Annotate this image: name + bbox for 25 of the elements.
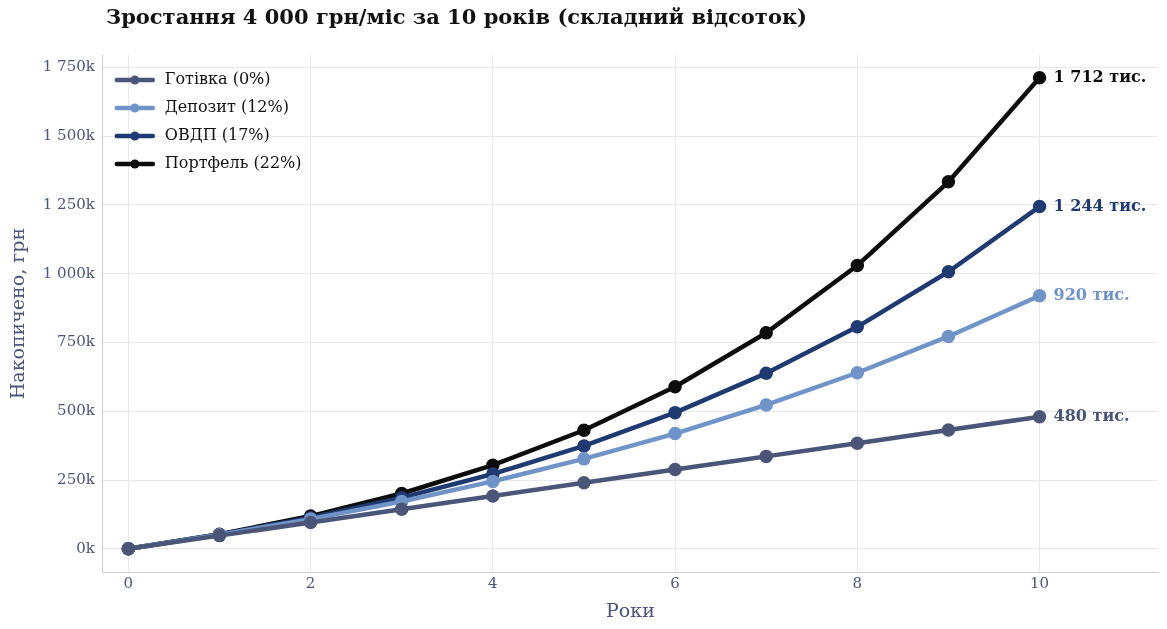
y-tick-label: 750k <box>57 332 96 351</box>
data-label: 1 244 тис. <box>1053 195 1147 215</box>
y-tick-label: 1 000k <box>42 263 96 282</box>
y-tick-label: 1 250k <box>42 194 96 213</box>
x-tick-label: 10 <box>1030 574 1050 593</box>
x-tick-label: 2 <box>305 574 316 593</box>
y-tick-label: 250k <box>57 469 96 488</box>
data-label: 480 тис. <box>1053 405 1130 425</box>
chart-title: Зростання 4 000 грн/міс за 10 років (складний відсоток) <box>106 4 807 29</box>
y-tick-label: 1 750k <box>42 57 96 76</box>
y-tick-label: 0k <box>76 538 96 557</box>
legend-label: ОВДП (17%) <box>164 125 270 145</box>
x-tick-label: 0 <box>123 574 134 593</box>
x-axis-title: Роки <box>606 598 655 621</box>
x-tick-label: 6 <box>670 574 680 593</box>
y-tick-label: 500k <box>57 401 96 420</box>
y-axis-title: Накопичено, грн <box>6 227 29 400</box>
y-tick-label: 1 500k <box>42 126 96 145</box>
legend-label: Готівка (0%) <box>164 69 271 89</box>
data-label: 1 712 тис. <box>1053 66 1147 86</box>
x-tick-label: 8 <box>852 574 863 593</box>
x-tick-label: 4 <box>488 574 498 593</box>
legend-label: Портфель (22%) <box>164 153 302 173</box>
legend-label: Депозит (12%) <box>164 97 289 117</box>
data-label: 920 тис. <box>1053 284 1130 304</box>
